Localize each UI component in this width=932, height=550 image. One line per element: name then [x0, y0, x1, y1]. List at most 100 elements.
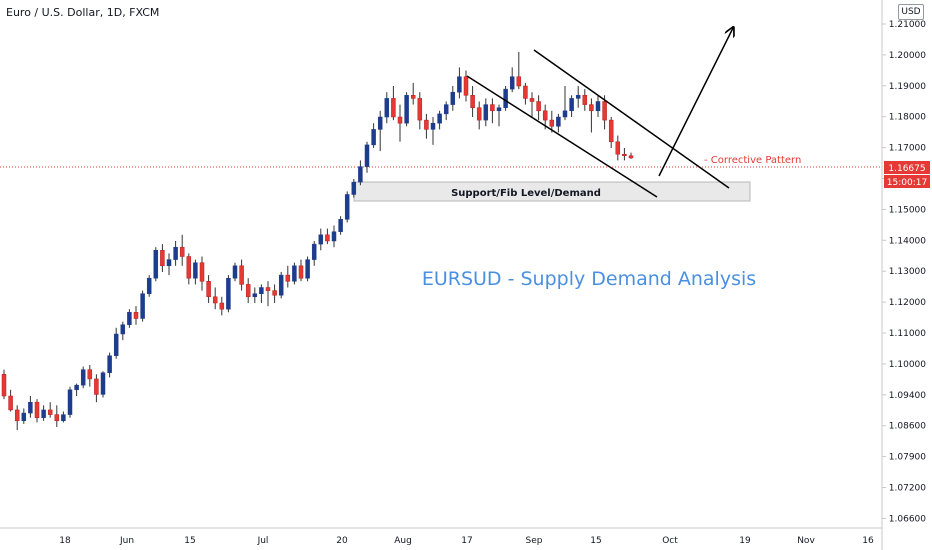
candle-body-up: [100, 372, 106, 395]
candle-body-up: [437, 113, 442, 124]
candle: [120, 321, 126, 341]
candle: [252, 287, 258, 303]
y-tick-label: 1.07200: [889, 484, 926, 494]
candle: [628, 152, 634, 159]
x-tick-label: 15: [590, 536, 601, 546]
candle: [371, 123, 376, 148]
candle-body-down: [206, 281, 211, 298]
candle-body-down: [622, 153, 627, 156]
candle-body-down: [212, 296, 218, 304]
candle-body-down: [87, 369, 93, 380]
candle: [351, 179, 357, 198]
candle-body-down: [397, 116, 403, 124]
candle-body-up: [74, 384, 79, 391]
candle: [443, 101, 449, 121]
candle: [173, 241, 178, 266]
candle: [503, 86, 508, 111]
analysis-title: EURSUD - Supply Demand Analysis: [422, 268, 756, 290]
y-axis-labels: 1.210001.200001.190001.180001.170001.160…: [882, 20, 926, 524]
candle: [259, 284, 264, 303]
candle-body-up: [358, 166, 363, 183]
candle-body-down: [54, 414, 60, 422]
candle-body-up: [41, 409, 46, 418]
support-zone-label: Support/Fib Level/Demand: [451, 188, 601, 199]
candle: [615, 135, 621, 161]
candle-body-down: [1, 374, 7, 397]
candle-body-up: [318, 234, 324, 245]
candle-body-down: [8, 395, 13, 411]
candle: [74, 383, 79, 396]
x-tick-label: Jun: [119, 536, 134, 546]
candle-body-up: [344, 194, 350, 220]
currency-badge[interactable]: USD: [898, 4, 924, 20]
candle: [298, 259, 304, 282]
candle: [193, 259, 198, 285]
candle: [311, 241, 317, 266]
candle-body-down: [325, 234, 330, 242]
candle: [364, 141, 370, 173]
candle-body-down: [186, 256, 192, 279]
candle-body-up: [331, 231, 337, 242]
candle: [28, 396, 33, 418]
y-tick-label: 1.15000: [889, 205, 926, 215]
candle-body-up: [107, 355, 112, 374]
candle-body-up: [140, 293, 145, 319]
candle-body-up: [443, 104, 449, 115]
candle-body-up: [28, 401, 33, 414]
candle: [608, 117, 614, 148]
candle-body-down: [47, 409, 53, 415]
candle-body-up: [364, 144, 370, 167]
candle-body-up: [311, 243, 317, 260]
candle: [622, 148, 627, 161]
candle: [344, 191, 350, 223]
candle: [496, 104, 502, 127]
candle: [100, 371, 106, 398]
candle-body-up: [259, 287, 264, 294]
candle: [358, 160, 363, 186]
x-tick-label: 20: [336, 536, 348, 546]
candle-body-down: [542, 110, 548, 121]
x-tick-label: Oct: [662, 536, 678, 546]
candle: [87, 365, 93, 387]
candle-body-up: [120, 324, 126, 335]
candle: [582, 89, 588, 111]
candle-body-up: [509, 76, 515, 90]
candle-body-down: [34, 401, 40, 418]
y-tick-label: 1.06600: [889, 514, 926, 524]
candle-body-down: [490, 104, 495, 112]
candle-body-up: [569, 98, 574, 112]
candle: [1, 369, 7, 400]
candle: [331, 225, 337, 248]
projection-arrow: [658, 28, 733, 177]
candle-body-down: [239, 265, 244, 285]
y-tick-label: 1.21000: [889, 20, 926, 30]
candle-body-down: [589, 104, 594, 112]
y-tick-label: 1.17000: [889, 144, 926, 154]
candle: [476, 101, 482, 130]
candle: [226, 275, 231, 313]
candle-body-up: [226, 277, 231, 310]
candle: [21, 408, 27, 424]
candle: [166, 253, 172, 276]
price-tag: 1.16675: [884, 161, 930, 174]
candle: [272, 284, 277, 303]
x-tick-label: Aug: [394, 536, 412, 546]
candle-body-down: [424, 119, 429, 130]
axis-lines: [0, 0, 883, 550]
x-tick-label: 18: [59, 536, 71, 546]
candle-body-down: [160, 250, 165, 267]
candle: [556, 113, 561, 133]
candle: [54, 405, 60, 427]
candle-body-down: [529, 98, 535, 102]
candle-body-up: [80, 369, 86, 386]
y-tick-label: 1.09400: [889, 391, 926, 401]
channel-lines: [466, 49, 730, 198]
candle: [146, 275, 152, 297]
candle-body-up: [457, 76, 462, 93]
candle-body-up: [556, 116, 561, 127]
candle: [47, 402, 53, 418]
channel-lower-line: [466, 75, 658, 198]
candle: [318, 228, 324, 251]
candle: [140, 290, 145, 322]
